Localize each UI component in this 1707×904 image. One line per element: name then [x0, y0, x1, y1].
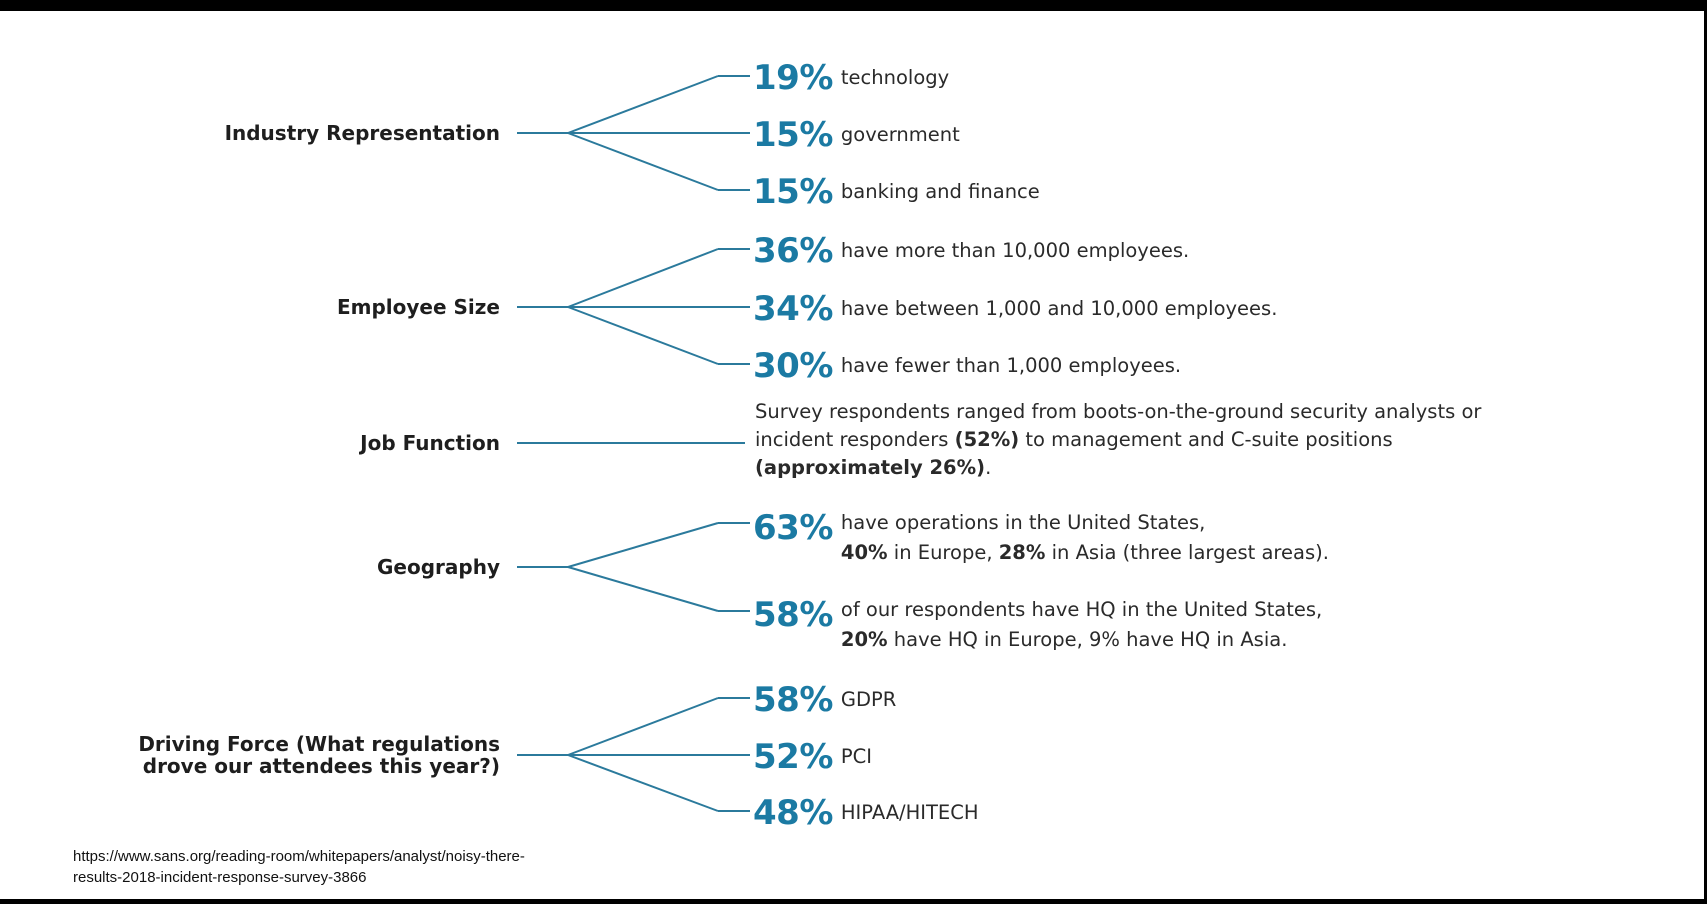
stat-government: 15% government: [753, 115, 960, 155]
stat-description: have fewer than 1,000 employees.: [840, 354, 1182, 377]
stat-description: have more than 10,000 employees.: [840, 239, 1190, 262]
stat-percent: 34%: [753, 289, 833, 329]
employee-size-connector: [517, 248, 750, 365]
stat-text: have HQ in Europe, 9% have HQ in Asia.: [887, 628, 1288, 651]
paragraph-text: to management and C-suite positions: [1019, 428, 1393, 451]
category-geography: Geography: [377, 555, 500, 579]
paragraph-bold: (52%): [954, 428, 1020, 451]
stat-bold: 40%: [840, 541, 888, 564]
stat-gdpr: 58% GDPR: [753, 680, 896, 720]
stat-percent: 52%: [753, 737, 833, 777]
paragraph-bold: (approximately 26%): [755, 456, 986, 479]
stat-percent: 63%: [753, 508, 833, 548]
stat-hq-us: 58% of our respondents have HQ in the Uni…: [753, 595, 1322, 655]
stat-percent: 15%: [753, 115, 833, 155]
source-url[interactable]: https://www.sans.org/reading-room/whitep…: [73, 846, 525, 888]
geography-connector: [517, 522, 750, 612]
driving-force-label-line1: Driving Force (What regulations: [138, 732, 500, 756]
stat-description: GDPR: [840, 688, 897, 711]
job-function-paragraph: Survey respondents ranged from boots-on-…: [755, 398, 1515, 482]
stat-description: government: [840, 123, 960, 146]
category-job-function: Job Function: [360, 431, 500, 455]
stat-over-10000: 36% have more than 10,000 employees.: [753, 231, 1189, 271]
category-driving-force: Driving Force (What regulations drove ou…: [80, 733, 500, 777]
stat-pci: 52% PCI: [753, 737, 872, 777]
paragraph-text: .: [985, 456, 992, 479]
connector-lines: [517, 75, 750, 812]
category-industry-representation: Industry Representation: [224, 121, 500, 145]
stat-percent: 19%: [753, 58, 833, 98]
stat-under-1000: 30% have fewer than 1,000 employees.: [753, 346, 1181, 386]
stat-percent: 58%: [753, 680, 833, 720]
stat-technology: 19% technology: [753, 58, 949, 98]
slide: Industry Representation Employee Size Jo…: [0, 11, 1704, 899]
stat-description: of our respondents have HQ in the United…: [841, 595, 1322, 655]
stat-percent: 58%: [753, 595, 833, 635]
category-employee-size: Employee Size: [336, 295, 500, 319]
industry-connector: [517, 75, 750, 191]
stat-1000-to-10000: 34% have between 1,000 and 10,000 employe…: [753, 289, 1277, 329]
stat-description: technology: [840, 66, 950, 89]
stat-bold: 28%: [998, 541, 1046, 564]
stat-banking-finance: 15% banking and finance: [753, 172, 1040, 212]
stat-percent: 48%: [753, 793, 833, 833]
stat-text: in Asia (three largest areas).: [1045, 541, 1329, 564]
stat-percent: 15%: [753, 172, 833, 212]
driving-force-label-line2: drove our attendees this year?): [142, 754, 500, 778]
stat-operations-us: 63% have operations in the United States,…: [753, 508, 1329, 568]
stat-description: have between 1,000 and 10,000 employees.: [840, 297, 1278, 320]
source-url-line2: results-2018-incident-response-survey-38…: [73, 869, 367, 886]
stat-text: in Europe,: [887, 541, 999, 564]
stat-bold: 20%: [840, 628, 888, 651]
stat-description: HIPAA/HITECH: [840, 801, 979, 824]
stat-percent: 36%: [753, 231, 833, 271]
stat-description: have operations in the United States, 40%…: [841, 508, 1329, 568]
stat-description: banking and finance: [840, 180, 1040, 203]
paragraph-text: Survey respondents ranged from boots-on-…: [755, 400, 1482, 451]
stat-hipaa: 48% HIPAA/HITECH: [753, 793, 979, 833]
stat-percent: 30%: [753, 346, 833, 386]
driving-force-connector: [517, 697, 750, 812]
stat-line1: have operations in the United States,: [840, 511, 1206, 534]
source-url-line1: https://www.sans.org/reading-room/whitep…: [73, 848, 525, 865]
stat-line1: of our respondents have HQ in the United…: [840, 598, 1323, 621]
stat-description: PCI: [840, 745, 873, 768]
